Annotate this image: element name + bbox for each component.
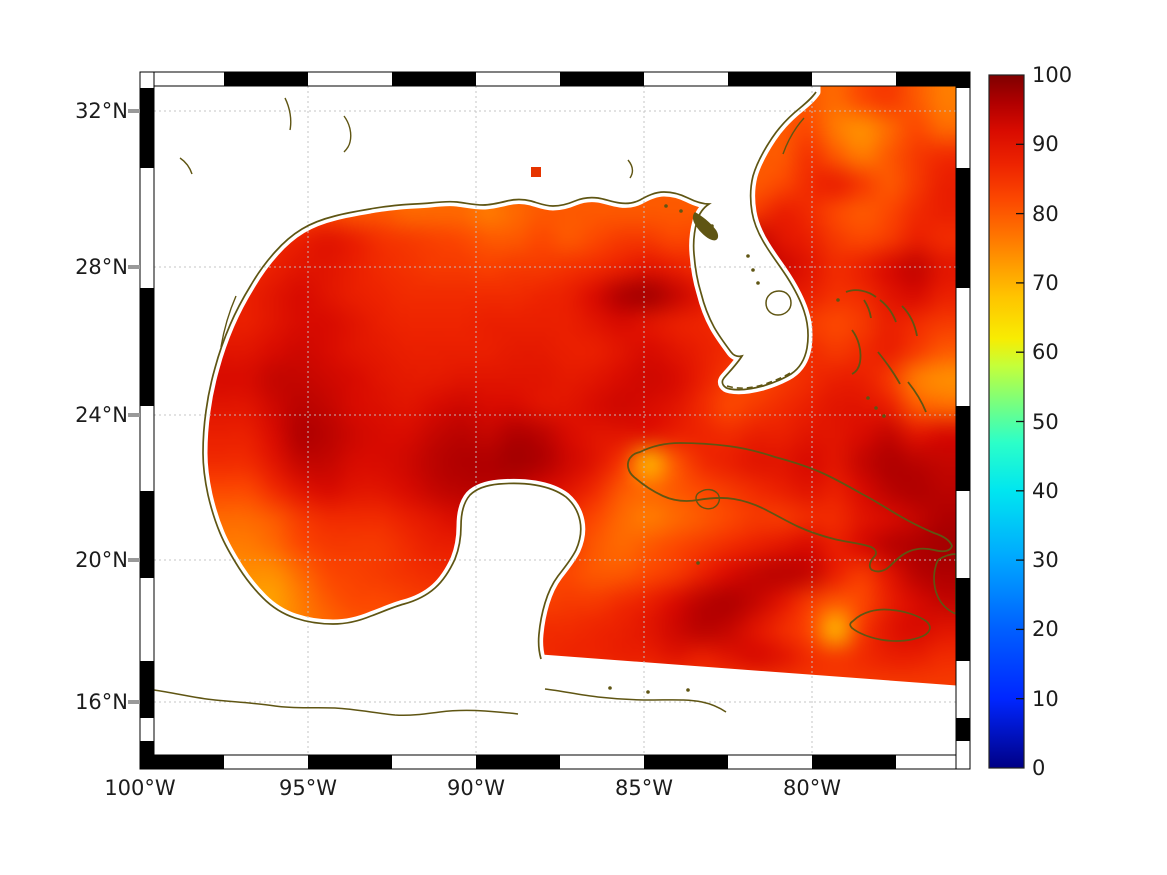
colorbar-tick-label: 90 — [1032, 132, 1059, 157]
frame-segment-left — [140, 406, 154, 491]
frame-border-right — [955, 71, 971, 770]
frame-segment-top — [224, 72, 308, 86]
colorbar-tick-label: 40 — [1032, 478, 1059, 503]
colorbar-tick-label: 70 — [1032, 270, 1059, 295]
y-tick-label: 16°N — [75, 690, 128, 714]
island-dot — [686, 688, 690, 692]
colorbar-tick-label: 60 — [1032, 340, 1059, 365]
island-dot — [746, 254, 750, 258]
frame-segment-bottom — [728, 755, 812, 769]
frame-segment-left — [140, 491, 154, 578]
colorbar-tick-label: 10 — [1032, 686, 1059, 711]
coastline-bahamas — [845, 289, 927, 413]
frame-segment-right — [956, 661, 970, 718]
frame-segment-right — [956, 88, 970, 168]
frame-segment-top — [728, 72, 812, 86]
y-tick-label: 24°N — [75, 403, 128, 427]
coastline-central-america — [153, 688, 727, 716]
lake-okeechobee — [765, 290, 792, 316]
x-tick-label: 85°W — [615, 776, 673, 800]
coastline-jamaica — [849, 608, 931, 642]
island-dot — [698, 217, 702, 221]
frame-border-left — [139, 71, 155, 770]
island-dot — [696, 561, 700, 565]
colorbar-tick-label: 100 — [1032, 63, 1073, 87]
colorbar-tick-label: 0 — [1032, 756, 1046, 780]
island-dot — [664, 204, 668, 208]
frame-segment-right — [956, 718, 970, 741]
frame-segment-right — [956, 578, 970, 661]
frame-segment-top — [560, 72, 644, 86]
frame-segment-bottom — [812, 755, 896, 769]
frame-segment-bottom — [476, 755, 560, 769]
frame-segment-left — [140, 718, 154, 741]
island-dot — [866, 396, 870, 400]
frame-segment-top — [308, 72, 392, 86]
frame-segment-right — [956, 491, 970, 578]
island-dot — [874, 406, 878, 410]
frame-segment-left — [140, 168, 154, 288]
y-tick-label: 28°N — [75, 255, 128, 279]
frame-segment-left — [140, 741, 154, 769]
frame-segment-bottom — [896, 755, 970, 769]
frame-segment-top — [644, 72, 728, 86]
coastline-isle-of-youth — [695, 488, 721, 510]
frame-segment-right — [956, 168, 970, 288]
island-dot — [756, 281, 760, 285]
frame-segment-bottom — [560, 755, 644, 769]
frame-segment-bottom — [308, 755, 392, 769]
frame-segment-bottom — [644, 755, 728, 769]
colorbar-tick-label: 30 — [1032, 548, 1059, 573]
x-tick-label: 80°W — [783, 776, 841, 800]
frame-segment-top — [140, 72, 224, 86]
colorbar-tick-label: 50 — [1032, 409, 1059, 434]
colorbar-tick-label: 80 — [1032, 201, 1059, 226]
frame-segment-right — [956, 288, 970, 406]
y-tick-mark — [128, 265, 140, 269]
frame-segment-bottom — [140, 755, 224, 769]
x-tick-label: 100°W — [104, 776, 176, 800]
y-tick-mark — [128, 413, 140, 417]
data-cell — [531, 167, 541, 177]
island-dot — [836, 298, 840, 302]
island-dot — [679, 209, 683, 213]
y-tick-mark — [128, 700, 140, 704]
frame-segment-top — [392, 72, 476, 86]
island-dot — [882, 414, 886, 418]
y-tick-label: 32°N — [75, 99, 128, 123]
coastline-gulf — [202, 91, 817, 660]
y-tick-mark — [128, 109, 140, 113]
frame-segment-top — [476, 72, 560, 86]
frame-segment-left — [140, 578, 154, 661]
florida-keys — [726, 372, 791, 389]
frame-segment-top — [896, 72, 970, 86]
frame-segment-bottom — [392, 755, 476, 769]
frame-segment-right — [956, 406, 970, 491]
frame-segment-right — [956, 741, 970, 769]
y-tick-mark — [128, 558, 140, 562]
frame-segment-left — [140, 288, 154, 406]
island-dot — [710, 224, 714, 228]
frame-segment-left — [140, 88, 154, 168]
land-mask — [149, 81, 961, 760]
island-dot — [608, 686, 612, 690]
island-dot — [751, 268, 755, 272]
x-tick-label: 90°W — [447, 776, 505, 800]
frame-segment-left — [140, 72, 154, 88]
island-dot — [646, 690, 650, 694]
coastline-hispaniola — [933, 553, 957, 616]
y-tick-label: 20°N — [75, 548, 128, 572]
frame-segment-right — [956, 72, 970, 88]
colorbar-tick-label: 20 — [1032, 617, 1059, 642]
frame-segment-top — [812, 72, 896, 86]
coastline-cuba — [627, 442, 953, 573]
coastline-small-islands — [179, 97, 805, 348]
frame-segment-left — [140, 661, 154, 718]
frame-segment-bottom — [224, 755, 308, 769]
x-tick-label: 95°W — [279, 776, 337, 800]
